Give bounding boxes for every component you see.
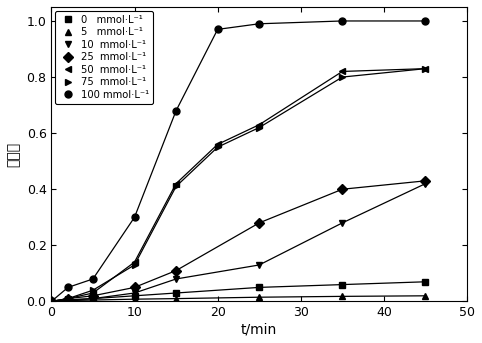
75  mmol·L⁻¹ [65, 297, 71, 301]
50  mmol·L⁻¹ [215, 142, 221, 146]
100 mmol·L⁻¹ [90, 277, 96, 281]
50  mmol·L⁻¹ [256, 123, 262, 127]
Line: 50  mmol·L⁻¹: 50 mmol·L⁻¹ [48, 65, 429, 305]
50  mmol·L⁻¹ [90, 291, 96, 295]
Y-axis label: 去除率: 去除率 [7, 142, 21, 167]
10  mmol·L⁻¹ [339, 221, 345, 225]
25  mmol·L⁻¹ [90, 294, 96, 298]
0   mmol·L⁻¹ [256, 285, 262, 289]
5   mmol·L⁻¹ [256, 295, 262, 299]
X-axis label: t/min: t/min [241, 322, 277, 336]
100 mmol·L⁻¹ [339, 19, 345, 23]
0   mmol·L⁻¹ [132, 294, 137, 298]
75  mmol·L⁻¹ [132, 263, 137, 267]
Line: 100 mmol·L⁻¹: 100 mmol·L⁻¹ [48, 17, 429, 305]
10  mmol·L⁻¹ [173, 277, 179, 281]
25  mmol·L⁻¹ [173, 269, 179, 273]
25  mmol·L⁻¹ [132, 285, 137, 289]
10  mmol·L⁻¹ [65, 298, 71, 302]
Line: 0   mmol·L⁻¹: 0 mmol·L⁻¹ [48, 278, 429, 305]
25  mmol·L⁻¹ [256, 221, 262, 225]
50  mmol·L⁻¹ [49, 299, 54, 304]
10  mmol·L⁻¹ [49, 299, 54, 304]
100 mmol·L⁻¹ [65, 285, 71, 289]
75  mmol·L⁻¹ [49, 299, 54, 304]
10  mmol·L⁻¹ [90, 297, 96, 301]
50  mmol·L⁻¹ [65, 297, 71, 301]
5   mmol·L⁻¹ [65, 298, 71, 303]
Line: 25  mmol·L⁻¹: 25 mmol·L⁻¹ [48, 177, 429, 305]
75  mmol·L⁻¹ [215, 145, 221, 149]
0   mmol·L⁻¹ [423, 280, 428, 284]
0   mmol·L⁻¹ [339, 283, 345, 287]
50  mmol·L⁻¹ [423, 67, 428, 71]
50  mmol·L⁻¹ [173, 181, 179, 186]
5   mmol·L⁻¹ [90, 298, 96, 302]
100 mmol·L⁻¹ [215, 27, 221, 32]
25  mmol·L⁻¹ [49, 299, 54, 304]
50  mmol·L⁻¹ [132, 260, 137, 264]
25  mmol·L⁻¹ [339, 187, 345, 191]
Line: 5   mmol·L⁻¹: 5 mmol·L⁻¹ [48, 292, 429, 305]
10  mmol·L⁻¹ [423, 181, 428, 186]
5   mmol·L⁻¹ [423, 294, 428, 298]
25  mmol·L⁻¹ [423, 179, 428, 183]
5   mmol·L⁻¹ [339, 294, 345, 298]
5   mmol·L⁻¹ [173, 297, 179, 301]
100 mmol·L⁻¹ [132, 215, 137, 219]
Line: 75  mmol·L⁻¹: 75 mmol·L⁻¹ [48, 65, 429, 305]
100 mmol·L⁻¹ [423, 19, 428, 23]
10  mmol·L⁻¹ [256, 263, 262, 267]
75  mmol·L⁻¹ [90, 288, 96, 292]
10  mmol·L⁻¹ [132, 291, 137, 295]
0   mmol·L⁻¹ [173, 291, 179, 295]
100 mmol·L⁻¹ [256, 22, 262, 26]
75  mmol·L⁻¹ [173, 185, 179, 189]
75  mmol·L⁻¹ [339, 75, 345, 79]
100 mmol·L⁻¹ [173, 109, 179, 113]
Legend: 0   mmol·L⁻¹, 5   mmol·L⁻¹, 10  mmol·L⁻¹, 25  mmol·L⁻¹, 50  mmol·L⁻¹, 75  mmol·L: 0 mmol·L⁻¹, 5 mmol·L⁻¹, 10 mmol·L⁻¹, 25 … [55, 11, 153, 104]
75  mmol·L⁻¹ [256, 126, 262, 130]
0   mmol·L⁻¹ [49, 299, 54, 304]
5   mmol·L⁻¹ [49, 299, 54, 304]
Line: 10  mmol·L⁻¹: 10 mmol·L⁻¹ [48, 180, 429, 305]
100 mmol·L⁻¹ [49, 299, 54, 304]
50  mmol·L⁻¹ [339, 69, 345, 73]
0   mmol·L⁻¹ [65, 298, 71, 302]
25  mmol·L⁻¹ [65, 297, 71, 301]
75  mmol·L⁻¹ [423, 67, 428, 71]
5   mmol·L⁻¹ [132, 297, 137, 301]
0   mmol·L⁻¹ [90, 297, 96, 301]
